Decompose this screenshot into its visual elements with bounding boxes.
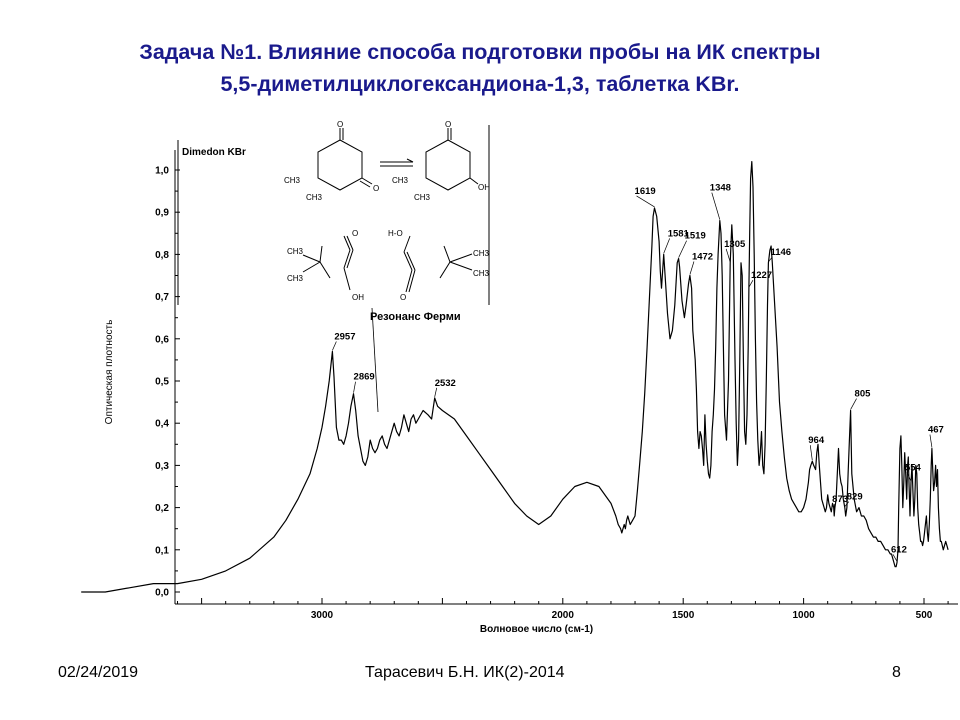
peak-label: 1305 xyxy=(724,239,746,250)
peak-label: 1146 xyxy=(770,247,791,258)
y-tick-label: 0,7 xyxy=(155,292,169,303)
peak-label: 873 xyxy=(832,494,848,505)
peak-leader-line xyxy=(809,445,813,461)
y-tick-label: 0,1 xyxy=(155,545,169,556)
peak-leader-line xyxy=(768,256,773,263)
peak-label: 964 xyxy=(808,435,825,446)
dimedone-enol-structure xyxy=(425,128,479,191)
peak-label: 2957 xyxy=(334,331,355,342)
peak-leader-line xyxy=(929,434,933,448)
y-axis-label: Оптическая плотность xyxy=(104,320,115,425)
peak-label: 829 xyxy=(847,492,863,503)
peak-leader-line xyxy=(725,248,731,262)
peak-leader-line xyxy=(844,501,850,507)
peak-label: 467 xyxy=(928,425,944,436)
peak-label: 1227 xyxy=(751,270,772,281)
peak-leader-line xyxy=(850,398,857,410)
struct-label: O xyxy=(445,120,451,129)
plot-area xyxy=(81,161,949,593)
struct-label: H-O xyxy=(388,229,403,238)
peak-label: 2532 xyxy=(435,378,456,389)
peak-label: 612 xyxy=(891,544,907,555)
peak-leader-line xyxy=(353,381,356,393)
y-tick-label: 0,3 xyxy=(155,461,169,472)
footer-page: 8 xyxy=(892,664,901,681)
peak-label: 1519 xyxy=(685,231,706,242)
struct-label: CH3 xyxy=(306,193,323,202)
peak-label: 1348 xyxy=(710,183,731,194)
peak-leader-line xyxy=(678,240,687,258)
struct-label: O xyxy=(373,184,379,193)
peak-label: 554 xyxy=(905,462,922,473)
structure-inset: Dimedon KBr O O CH3 CH3 xyxy=(177,120,490,413)
x-tick-label: 1500 xyxy=(672,610,695,621)
peak-leader-line xyxy=(711,192,721,220)
chart-axes: 0,0 0,1 0,2 0,3 0,4 0,5 0,6 0,7 0,8 0,9 1,0 3000 200… xyxy=(104,150,958,635)
inset-caption: Резонанс Ферми xyxy=(370,311,461,323)
y-tick-label: 0,8 xyxy=(155,250,169,261)
footer-author: Тарасевич Б.Н. ИК(2)-2014 xyxy=(365,664,565,681)
struct-label: O xyxy=(337,120,343,129)
peak-leader-line xyxy=(663,238,671,254)
peak-label: 2869 xyxy=(354,372,375,383)
resonance-structures xyxy=(302,235,473,293)
y-tick-label: 0,4 xyxy=(155,419,169,430)
struct-label: CH3 xyxy=(284,176,301,185)
reaction-arrow xyxy=(380,158,414,167)
fermi-pointer-line xyxy=(371,307,379,413)
x-tick-label: 2000 xyxy=(552,610,575,621)
y-tick-label: 0,9 xyxy=(155,208,169,219)
struct-label: CH3 xyxy=(287,247,304,256)
peak-label: 805 xyxy=(855,389,872,400)
footer-date: 02/24/2019 xyxy=(58,664,139,681)
peak-label: 1581 xyxy=(668,228,690,239)
struct-label: CH3 xyxy=(414,193,431,202)
struct-label: OH xyxy=(352,293,364,302)
struct-label: CH3 xyxy=(473,249,490,258)
struct-label: O xyxy=(352,229,358,238)
y-tick-label: 0,0 xyxy=(155,588,169,599)
y-tick-label: 0,5 xyxy=(155,377,169,388)
inset-label: Dimedon KBr xyxy=(182,147,246,158)
peak-leader-line xyxy=(332,341,337,351)
struct-label: CH3 xyxy=(287,274,304,283)
struct-label: O xyxy=(400,293,406,302)
slide-title-line1: Задача №1. Влияние способа подготовки пр… xyxy=(139,40,821,64)
x-axis-label: Волновое число (см-1) xyxy=(480,624,593,635)
x-tick-label: 1000 xyxy=(792,610,815,621)
y-tick-label: 1,0 xyxy=(155,166,169,177)
peak-leader-line xyxy=(434,387,438,397)
slide-title-line2: 5,5-диметилциклогександиона-1,3, таблетк… xyxy=(220,72,740,96)
spectrum-line xyxy=(81,161,949,593)
peak-leader-line xyxy=(636,195,655,208)
struct-label: CH3 xyxy=(392,176,409,185)
x-tick-label: 500 xyxy=(916,610,933,621)
y-tick-label: 0,6 xyxy=(155,334,169,345)
struct-label: OH xyxy=(478,183,490,192)
peak-leader-line xyxy=(748,279,754,288)
peak-leader-line xyxy=(906,472,912,482)
peak-leader-line xyxy=(689,261,695,275)
slide-title: Задача №1. Влияние способа подготовки пр… xyxy=(0,36,960,100)
dimedone-diketo-structure xyxy=(317,128,373,191)
x-tick-label: 3000 xyxy=(311,610,334,621)
peak-leader-line xyxy=(892,554,898,562)
peak-label: 1619 xyxy=(635,186,656,197)
y-tick-label: 0,2 xyxy=(155,503,169,514)
peak-label: 1472 xyxy=(692,252,713,263)
struct-label: CH3 xyxy=(473,269,490,278)
